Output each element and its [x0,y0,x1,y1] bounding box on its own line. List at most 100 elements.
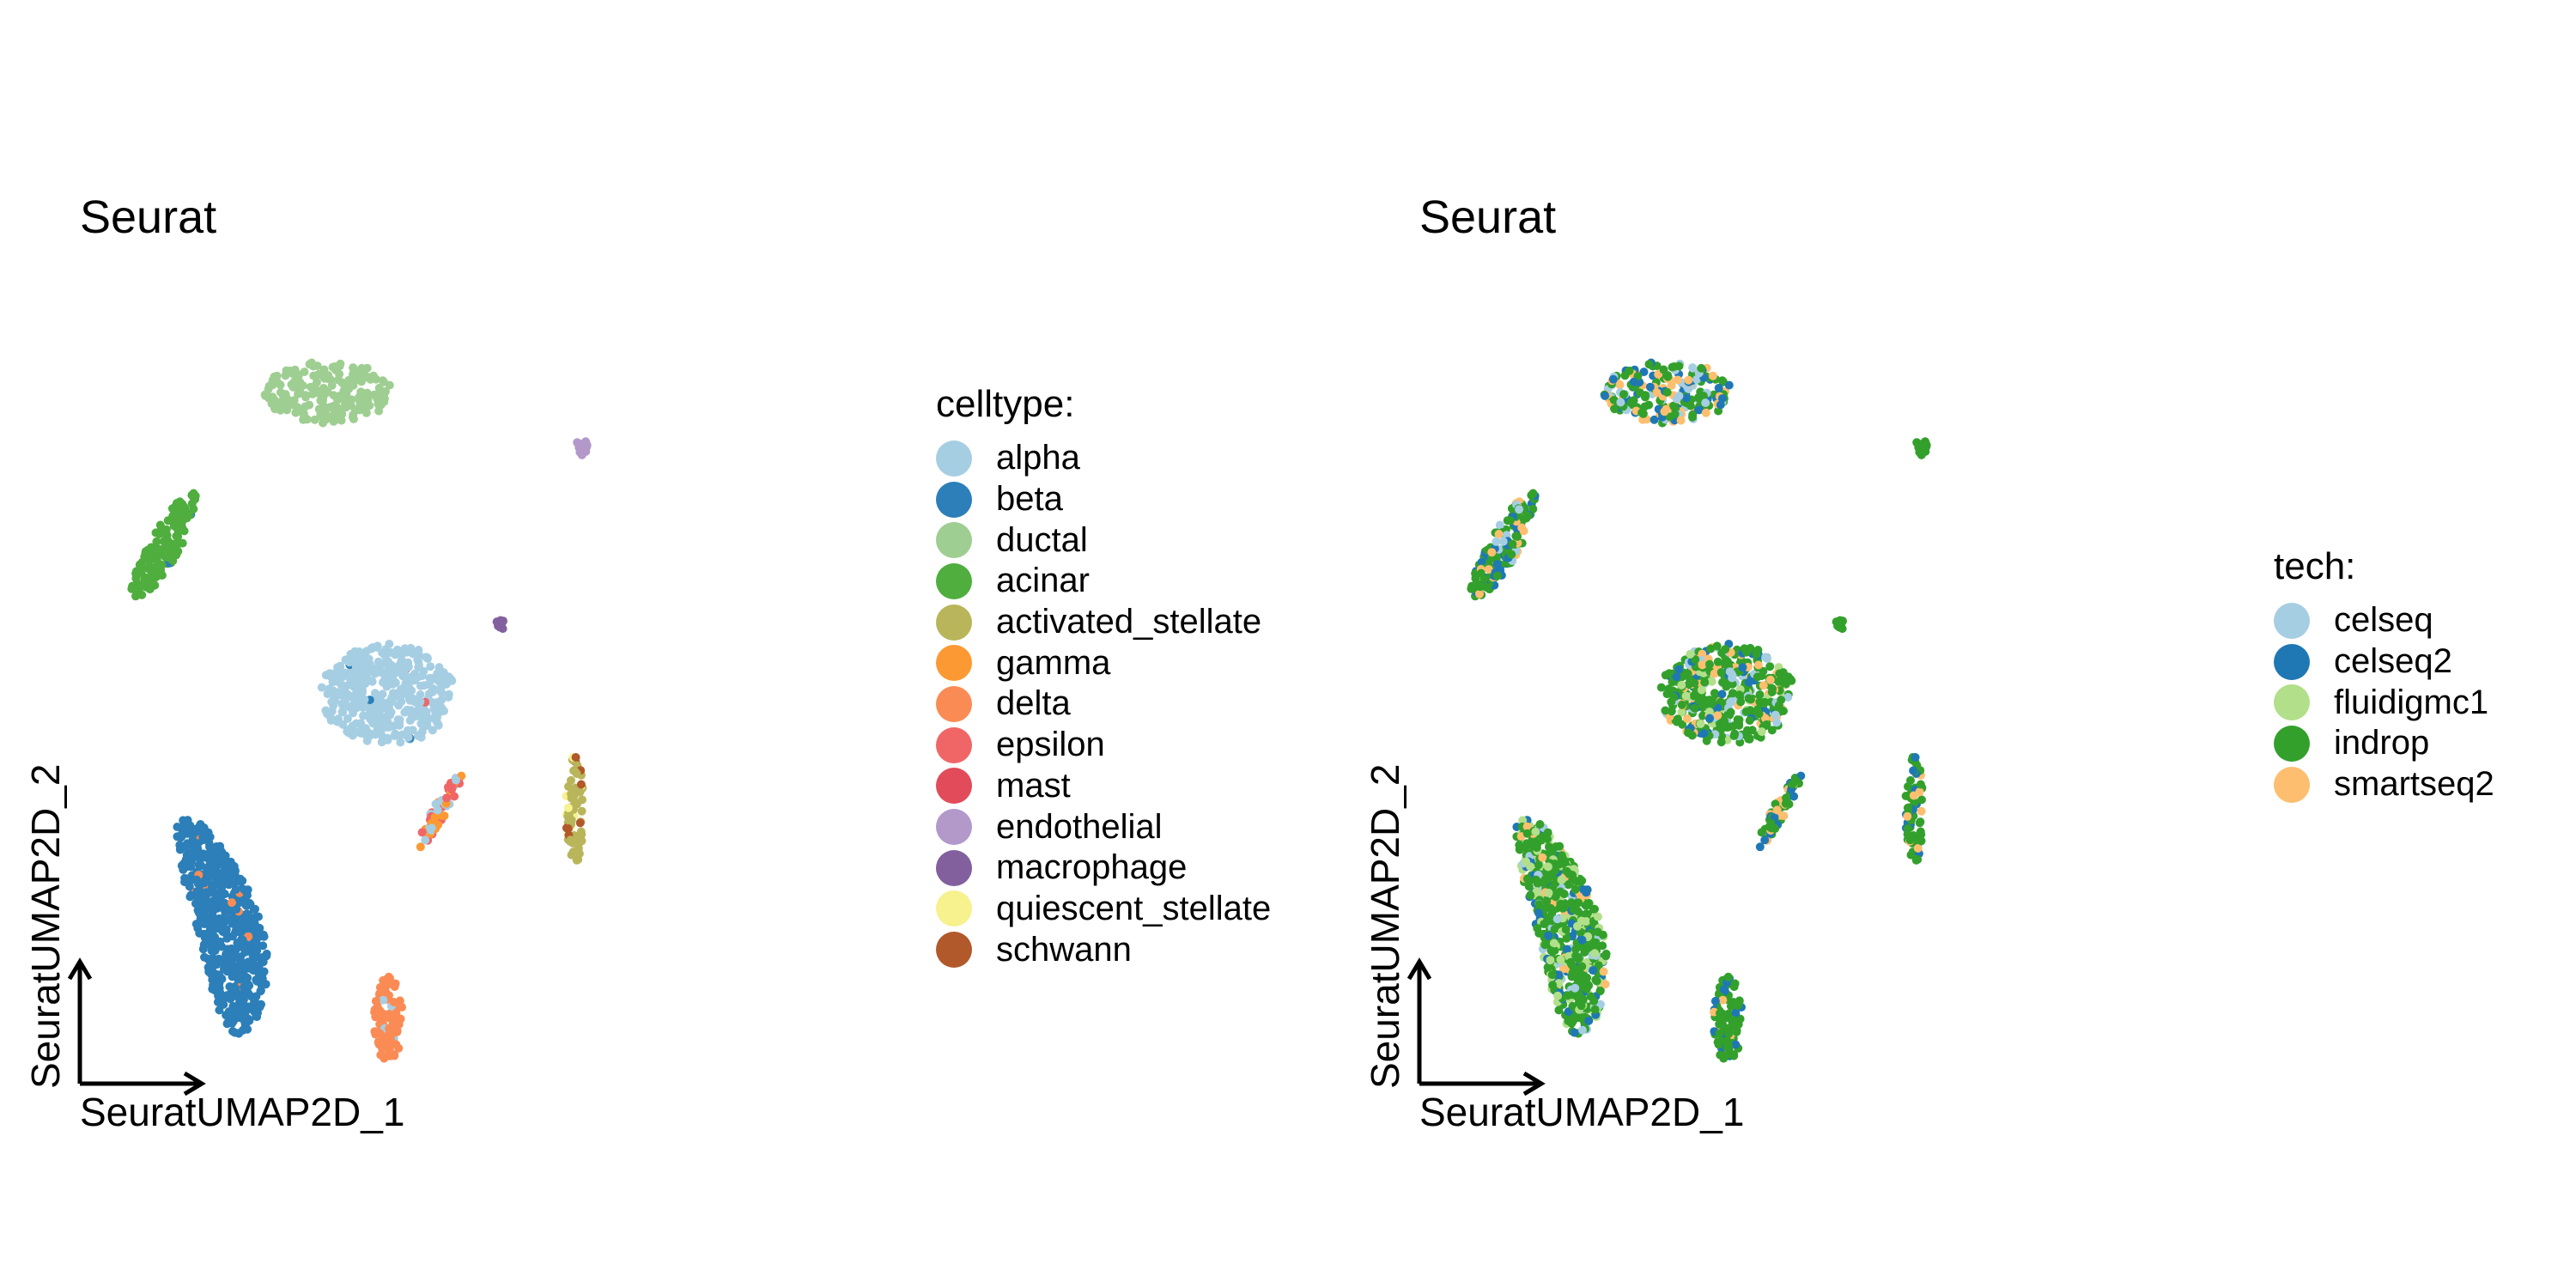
point-celseq2 [1601,392,1610,400]
legend-tech: tech: celseq celseq2 fluidigmc1 indrop smart… [2274,545,2494,805]
point-beta [183,829,192,838]
point-indrop [1566,1013,1576,1023]
point-alpha [357,685,367,695]
point-indrop [1492,571,1502,580]
point-celseq2 [1492,560,1502,569]
legend-label: gamma [996,643,1111,682]
point-alpha [379,995,388,1005]
point-acinar [175,505,185,514]
legend-item-mast: mast [936,766,1271,807]
point-indrop [1921,437,1930,447]
point-indrop [1728,998,1738,1006]
point-celseq2 [1755,842,1765,852]
point-indrop [1580,972,1589,981]
point-ductal [324,372,333,381]
point-alpha [374,711,383,720]
point-celseq2 [1534,908,1543,918]
point-alpha [374,657,383,666]
point-indrop [1571,904,1581,914]
point-beta [238,935,247,945]
point-alpha [370,669,380,678]
point-beta [205,842,214,852]
point-alpha [417,727,427,737]
point-acinar [137,568,146,578]
point-indrop [1728,689,1737,698]
point-indrop [1571,951,1581,961]
point-celseq2 [1911,753,1920,762]
legend-swatch [936,890,972,927]
point-ductal [320,407,330,416]
point-indrop [1715,1029,1724,1038]
point-indrop [1668,401,1678,410]
legend-item-delta: delta [936,683,1271,725]
point-alpha [361,677,370,687]
point-alpha [427,823,436,833]
point-indrop [1778,668,1788,677]
cluster-endothelial [573,437,592,459]
point-beta [215,970,224,980]
point-indrop [1547,970,1557,980]
point-indrop [1476,582,1485,592]
point-alpha [343,669,353,678]
legend-title: tech: [2274,545,2356,587]
point-indrop [1677,700,1686,709]
point-alpha [321,706,331,715]
point-alpha [440,707,448,715]
point-acinar [159,537,168,546]
point-indrop [1693,393,1703,403]
point-gamma [440,811,449,821]
point-indrop [1662,387,1672,397]
point-acinar [189,489,198,498]
point-indrop [1598,941,1607,951]
legend-item-quiescent_stellate: quiescent_stellate [936,889,1271,930]
point-indrop [1584,898,1594,908]
cluster-beta [173,816,271,1038]
point-endothelial [581,437,591,447]
point-indrop [1712,641,1722,651]
point-delta [380,1054,389,1063]
point-indrop [1531,875,1540,884]
cluster-acinar [1467,489,1540,601]
point-delta [380,985,389,994]
point-indrop [1747,726,1757,735]
point-indrop [1753,672,1762,682]
point-indrop [1698,711,1707,720]
point-acinar [167,550,177,559]
point-alpha [377,738,386,747]
point-beta [204,931,214,940]
point-acinar [144,565,154,574]
point-beta [231,884,240,894]
point-indrop [1905,835,1915,845]
point-indrop [1698,701,1707,710]
point-beta [251,904,259,914]
point-fluidigmc1 [1590,949,1600,958]
point-indrop [1487,554,1497,563]
point-ductal [269,374,278,384]
point-indrop [1669,692,1679,702]
point-acinar [148,554,157,563]
point-beta [210,925,220,933]
point-indrop [1571,884,1580,894]
point-ductal [361,408,371,417]
y-axis-label: SeuratUMAP2D_2 [1363,763,1407,1089]
point-indrop [1548,981,1558,990]
point-alpha [368,677,377,686]
point-indrop [1582,945,1591,954]
point-beta [216,955,226,964]
point-indrop [1522,874,1532,884]
point-indrop [1573,993,1583,1002]
point-alpha [367,644,376,653]
point-indrop [1547,908,1557,917]
point-celseq [1571,983,1580,993]
point-smartseq2 [1684,375,1693,385]
point-smartseq2 [1701,408,1710,417]
point-indrop [1526,890,1535,900]
point-indrop [1728,1019,1737,1028]
point-indrop [1528,489,1538,498]
point-ductal [306,382,315,392]
point-celseq [1771,710,1780,720]
point-alpha [444,693,453,702]
point-ductal [325,412,335,422]
point-indrop [1722,1036,1732,1046]
point-beta [231,983,240,993]
